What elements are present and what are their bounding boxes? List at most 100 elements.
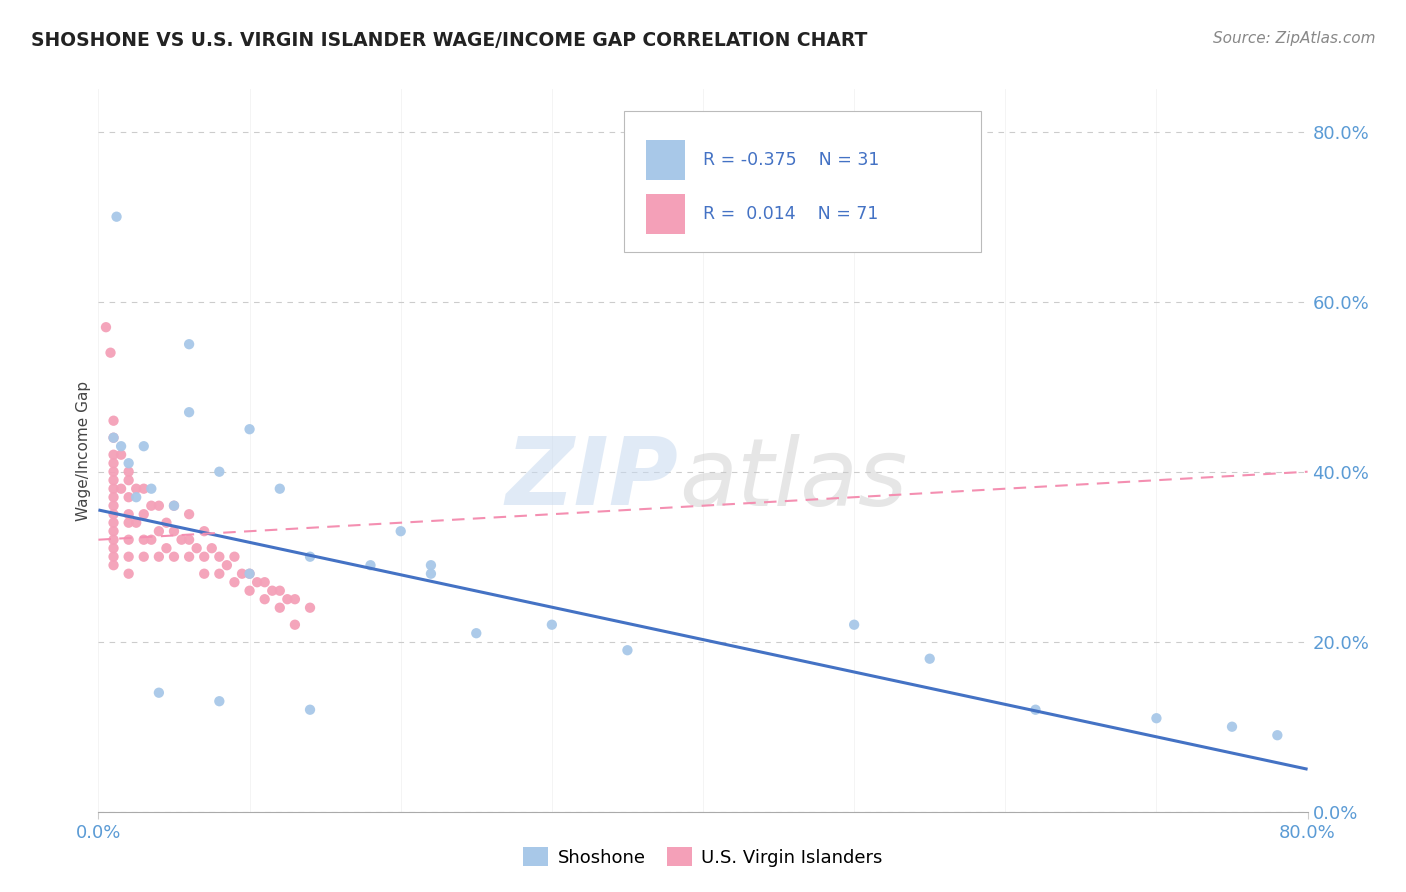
Point (299, 549, 322, 564)
Point (224, 549, 246, 564)
Point (179, 405, 201, 419)
Point (103, 448, 125, 462)
Point (118, 533, 141, 547)
Point (179, 337, 201, 351)
Point (163, 549, 186, 564)
Point (118, 507, 141, 521)
Text: SHOSHONE VS U.S. VIRGIN ISLANDER WAGE/INCOME GAP CORRELATION CHART: SHOSHONE VS U.S. VIRGIN ISLANDER WAGE/IN… (31, 31, 868, 50)
Point (103, 456, 125, 470)
Point (103, 490, 125, 504)
Point (284, 617, 307, 632)
Point (105, 210, 128, 224)
Point (1267, 728, 1289, 742)
Point (253, 575, 276, 590)
Point (141, 533, 163, 547)
FancyBboxPatch shape (647, 140, 685, 179)
Point (141, 482, 163, 496)
FancyBboxPatch shape (624, 111, 981, 252)
Point (465, 626, 488, 640)
Point (103, 482, 125, 496)
Point (918, 651, 941, 665)
Point (269, 482, 291, 496)
Point (148, 549, 170, 564)
Point (103, 414, 125, 428)
Point (1024, 703, 1046, 717)
Point (239, 583, 262, 598)
Point (155, 516, 177, 530)
Point (118, 566, 141, 581)
Point (141, 499, 163, 513)
Point (148, 499, 170, 513)
Point (118, 456, 141, 470)
Point (299, 703, 322, 717)
Point (132, 507, 155, 521)
Point (94, 320, 117, 334)
Point (110, 448, 132, 462)
Point (132, 482, 155, 496)
Point (269, 583, 291, 598)
Point (118, 549, 141, 564)
Y-axis label: Wage/Income Gap: Wage/Income Gap (76, 380, 91, 521)
Point (132, 533, 155, 547)
Point (239, 566, 262, 581)
Point (103, 533, 125, 547)
Point (389, 524, 412, 539)
Point (163, 524, 186, 539)
Point (208, 465, 231, 479)
Point (148, 524, 170, 539)
Point (844, 617, 866, 632)
Point (215, 558, 238, 573)
Point (100, 345, 122, 359)
Point (193, 524, 215, 539)
Point (616, 643, 638, 657)
Point (103, 516, 125, 530)
Point (1220, 720, 1243, 734)
Point (110, 439, 132, 453)
Point (239, 566, 262, 581)
Point (125, 490, 148, 504)
Point (231, 566, 253, 581)
Point (420, 558, 443, 573)
Point (224, 575, 246, 590)
Point (193, 566, 215, 581)
Text: R =  0.014    N = 71: R = 0.014 N = 71 (703, 205, 879, 223)
Point (201, 541, 224, 556)
Point (179, 549, 201, 564)
Point (118, 465, 141, 479)
Point (540, 617, 562, 632)
Text: atlas: atlas (679, 434, 907, 524)
Point (299, 600, 322, 615)
Point (186, 541, 208, 556)
Point (125, 482, 148, 496)
Point (103, 507, 125, 521)
Point (163, 499, 186, 513)
Point (208, 694, 231, 708)
Point (103, 465, 125, 479)
Point (179, 507, 201, 521)
Point (132, 439, 155, 453)
Point (110, 482, 132, 496)
Text: ZIP: ZIP (506, 434, 679, 525)
Text: R = -0.375    N = 31: R = -0.375 N = 31 (703, 151, 879, 169)
FancyBboxPatch shape (647, 194, 685, 234)
Point (103, 473, 125, 487)
Point (246, 575, 269, 590)
Point (118, 473, 141, 487)
Point (170, 533, 193, 547)
Point (360, 558, 382, 573)
Point (103, 558, 125, 573)
Point (118, 490, 141, 504)
Point (193, 549, 215, 564)
Text: Source: ZipAtlas.com: Source: ZipAtlas.com (1212, 31, 1375, 46)
Point (253, 592, 276, 607)
Point (125, 516, 148, 530)
Point (103, 499, 125, 513)
Point (163, 499, 186, 513)
Point (208, 566, 231, 581)
Point (148, 686, 170, 700)
Point (103, 524, 125, 539)
Point (179, 533, 201, 547)
Point (239, 422, 262, 436)
Point (132, 549, 155, 564)
Point (103, 431, 125, 445)
